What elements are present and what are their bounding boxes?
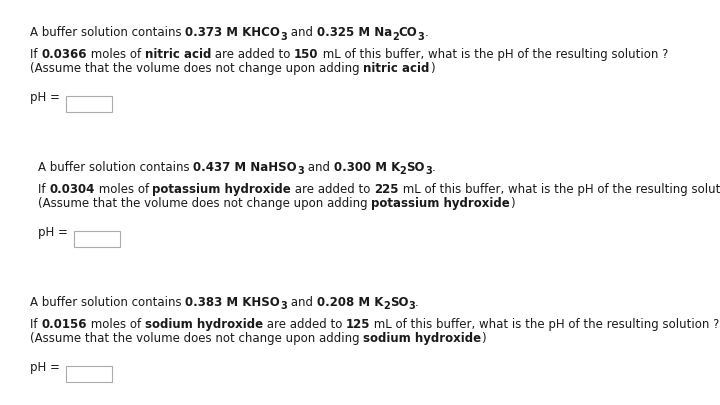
Text: SO: SO xyxy=(407,161,425,174)
Text: If: If xyxy=(38,183,49,196)
Text: 3: 3 xyxy=(280,301,287,311)
Text: 3: 3 xyxy=(418,32,424,41)
Text: 0.437 M NaHSO: 0.437 M NaHSO xyxy=(194,161,297,174)
Text: If: If xyxy=(30,317,41,330)
Bar xyxy=(74,231,120,247)
Text: moles of: moles of xyxy=(86,317,145,330)
Text: A buffer solution contains: A buffer solution contains xyxy=(30,26,185,39)
Text: 0.0366: 0.0366 xyxy=(41,48,86,61)
Text: .: . xyxy=(424,26,428,39)
Text: 3: 3 xyxy=(280,32,287,41)
Bar xyxy=(66,366,112,382)
Text: 0.325 M Na: 0.325 M Na xyxy=(317,26,392,39)
Text: and: and xyxy=(287,26,317,39)
Text: potassium hydroxide: potassium hydroxide xyxy=(372,196,510,209)
Text: sodium hydroxide: sodium hydroxide xyxy=(145,317,263,330)
Text: (Assume that the volume does not change upon adding: (Assume that the volume does not change … xyxy=(30,331,364,344)
Text: (Assume that the volume does not change upon adding: (Assume that the volume does not change … xyxy=(30,62,364,75)
Text: 2: 2 xyxy=(392,32,399,41)
Text: and: and xyxy=(304,161,333,174)
Text: mL of this buffer, what is the pH of the resulting solution ?: mL of this buffer, what is the pH of the… xyxy=(370,317,720,330)
Text: 0.373 M KHCO: 0.373 M KHCO xyxy=(185,26,280,39)
Text: A buffer solution contains: A buffer solution contains xyxy=(30,295,185,308)
Text: are added to: are added to xyxy=(263,317,346,330)
Text: mL of this buffer, what is the pH of the resulting solution ?: mL of this buffer, what is the pH of the… xyxy=(319,48,668,61)
Text: (Assume that the volume does not change upon adding: (Assume that the volume does not change … xyxy=(38,196,372,209)
Text: 225: 225 xyxy=(374,183,399,196)
Text: are added to: are added to xyxy=(292,183,374,196)
Text: SO: SO xyxy=(390,295,408,308)
Text: potassium hydroxide: potassium hydroxide xyxy=(153,183,292,196)
Text: CO: CO xyxy=(399,26,418,39)
Text: sodium hydroxide: sodium hydroxide xyxy=(364,331,482,344)
Text: 0.383 M KHSO: 0.383 M KHSO xyxy=(185,295,280,308)
Text: moles of: moles of xyxy=(86,48,145,61)
Text: mL of this buffer, what is the pH of the resulting solution ?: mL of this buffer, what is the pH of the… xyxy=(399,183,720,196)
Text: 2: 2 xyxy=(400,166,407,176)
Text: .: . xyxy=(432,161,436,174)
Bar xyxy=(66,97,112,113)
Text: 0.208 M K: 0.208 M K xyxy=(317,295,383,308)
Text: 3: 3 xyxy=(425,166,432,176)
Text: pH =: pH = xyxy=(38,226,68,239)
Text: 0.300 M K: 0.300 M K xyxy=(333,161,400,174)
Text: If: If xyxy=(30,48,41,61)
Text: are added to: are added to xyxy=(211,48,294,61)
Text: 3: 3 xyxy=(297,166,304,176)
Text: pH =: pH = xyxy=(30,91,60,104)
Text: 0.0156: 0.0156 xyxy=(41,317,86,330)
Text: 150: 150 xyxy=(294,48,319,61)
Text: nitric acid: nitric acid xyxy=(364,62,430,75)
Text: 125: 125 xyxy=(346,317,370,330)
Text: 2: 2 xyxy=(383,301,390,311)
Text: ): ) xyxy=(510,196,515,209)
Text: .: . xyxy=(415,295,419,308)
Text: moles of: moles of xyxy=(94,183,153,196)
Text: ): ) xyxy=(482,331,486,344)
Text: nitric acid: nitric acid xyxy=(145,48,211,61)
Text: A buffer solution contains: A buffer solution contains xyxy=(38,161,194,174)
Text: pH =: pH = xyxy=(30,360,60,373)
Text: and: and xyxy=(287,295,317,308)
Text: ): ) xyxy=(430,62,434,75)
Text: 0.0304: 0.0304 xyxy=(49,183,94,196)
Text: 3: 3 xyxy=(408,301,415,311)
